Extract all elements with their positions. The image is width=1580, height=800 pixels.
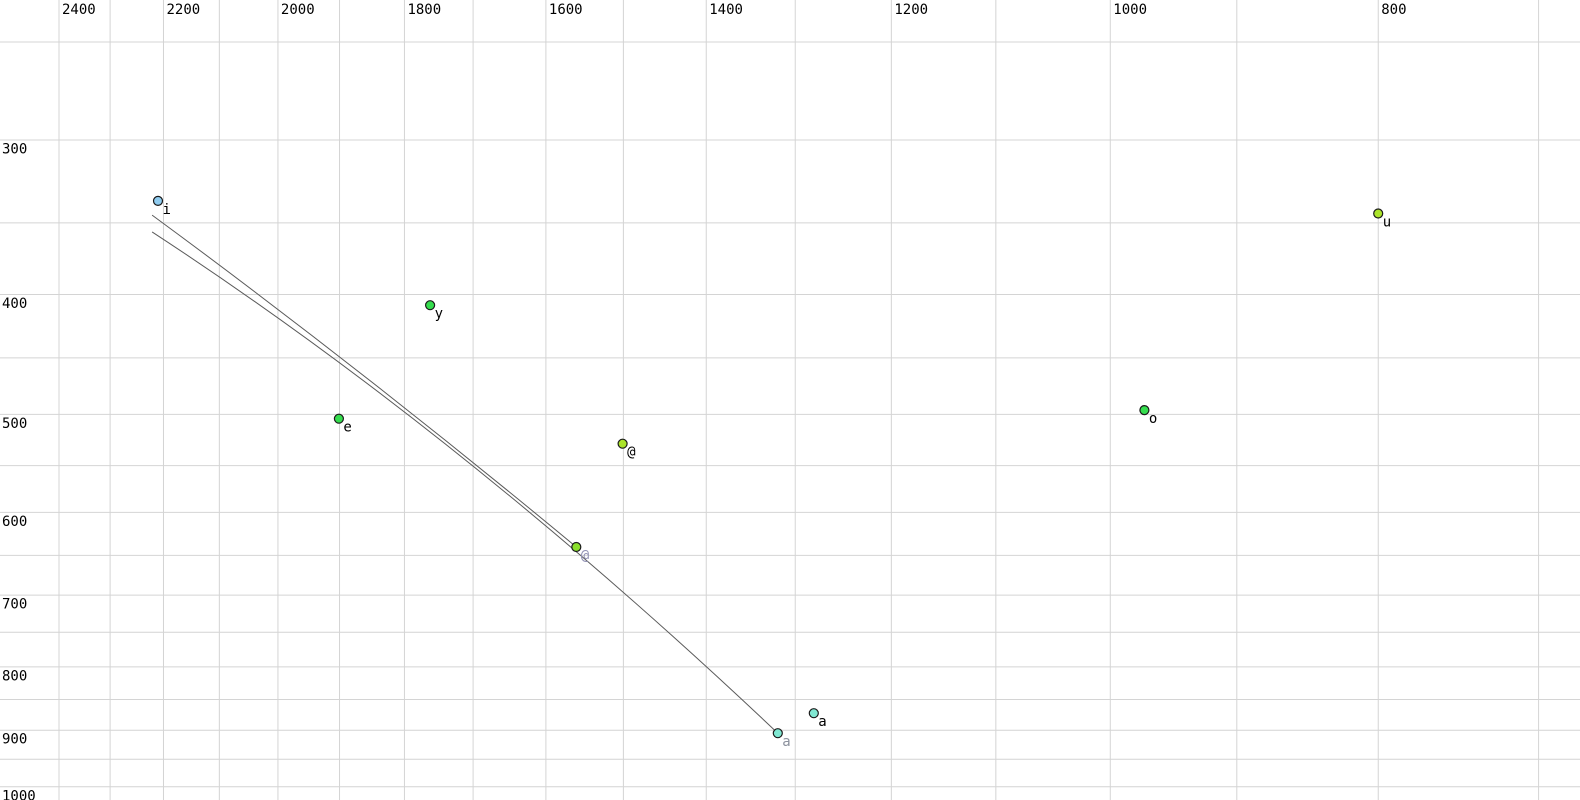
y-axis-tick-label: 900 xyxy=(2,732,27,748)
fit-line xyxy=(151,214,577,548)
x-axis-tick-label: 1000 xyxy=(1113,2,1147,18)
data-point-label: i xyxy=(163,202,171,218)
data-point-label: a xyxy=(782,734,790,750)
data-point xyxy=(425,300,436,311)
x-axis-tick-label: 2400 xyxy=(62,2,96,18)
x-axis-tick-label: 2200 xyxy=(166,2,200,18)
data-point xyxy=(152,195,164,206)
x-axis-tick-label: 800 xyxy=(1381,2,1406,18)
y-axis-tick-label: 600 xyxy=(2,514,27,530)
data-point xyxy=(1139,405,1150,416)
data-point-label: y xyxy=(435,306,443,322)
data-point-label: @ xyxy=(581,548,590,564)
fit-line xyxy=(151,231,779,734)
y-axis-tick-label: 800 xyxy=(2,668,27,684)
data-point-label: u xyxy=(1383,215,1391,231)
y-axis-tick-label: 300 xyxy=(2,142,27,158)
x-axis-tick-label: 2000 xyxy=(281,2,315,18)
data-point xyxy=(772,728,783,739)
data-point xyxy=(571,541,582,553)
y-axis-tick-label: 700 xyxy=(2,597,27,613)
data-point-label: @ xyxy=(627,445,636,461)
data-point xyxy=(617,438,628,449)
x-axis-tick-label: 1600 xyxy=(549,2,583,18)
data-point xyxy=(1373,208,1384,219)
data-point xyxy=(808,708,819,719)
y-axis-tick-label: 400 xyxy=(2,296,27,312)
x-axis-tick-label: 1800 xyxy=(407,2,441,18)
x-axis-tick-label: 1200 xyxy=(894,2,928,18)
x-axis-tick-label: 1400 xyxy=(709,2,743,18)
y-axis-tick-label: 1000 xyxy=(2,788,36,800)
data-point-label: a xyxy=(818,714,826,730)
data-point-label: o xyxy=(1149,411,1157,427)
data-point xyxy=(333,413,344,424)
data-point-label: e xyxy=(343,420,351,436)
y-axis-tick-label: 500 xyxy=(2,416,27,432)
